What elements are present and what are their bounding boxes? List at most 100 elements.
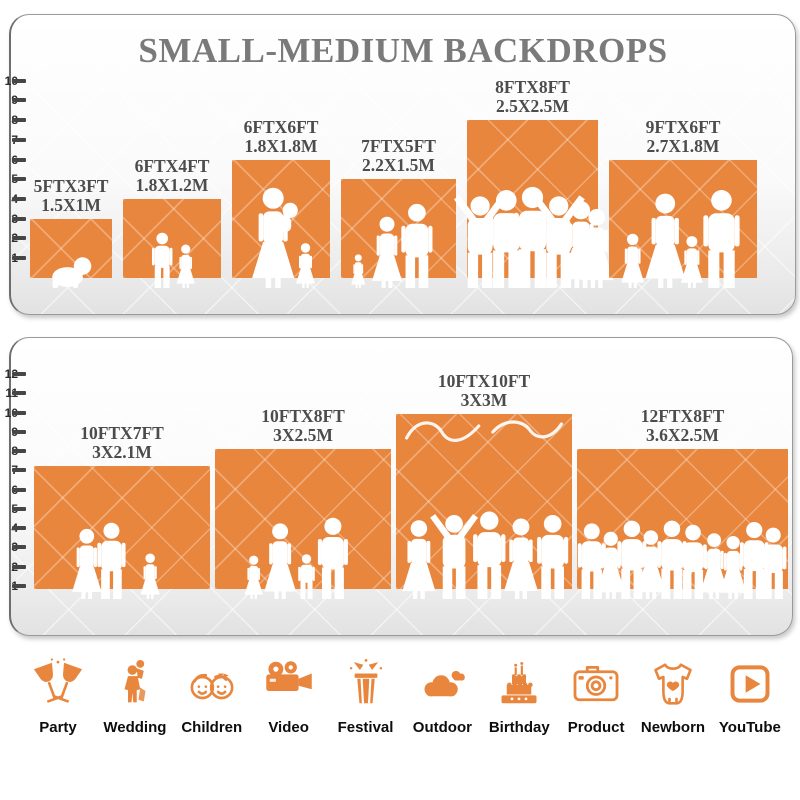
ruler-tick	[12, 256, 26, 260]
backdrop-item: 6FTX4FT 1.8X1.2M	[123, 156, 221, 288]
ruler-tick	[12, 177, 26, 182]
category-item-party: Party	[22, 656, 94, 736]
backdrop-item: 7FTX5FT 2.2X1.5M	[341, 136, 456, 288]
party-icon	[30, 656, 86, 712]
backdrop-item: 9FTX6FT 2.7X1.8M	[609, 117, 757, 288]
ruler-tick	[12, 410, 26, 415]
category-item-birthday: Birthday	[483, 656, 555, 736]
backdrop-size-m: 3X2.1M	[92, 442, 152, 463]
backdrop-size-m: 2.7X1.8M	[646, 136, 720, 157]
category-label: Birthday	[488, 719, 550, 736]
category-label: Wedding	[103, 719, 167, 736]
ruler-tick	[12, 391, 26, 396]
wedding-icon	[107, 656, 163, 712]
backdrop-size-m: 1.8X1.8M	[244, 136, 318, 157]
backdrop-item: 10FTX10FT 3X3M	[396, 371, 572, 599]
backdrop-size-label: 6FTX6FT 1.8X1.8M	[243, 116, 319, 160]
bottom-panel: 123456789101112 10FTX7FT3X2.1M10FTX8FT3X…	[5, 337, 793, 636]
ruler-tick	[12, 526, 26, 531]
decorative-script	[404, 420, 564, 442]
category-item-product: Product	[560, 656, 632, 736]
category-label: YouTube	[718, 719, 781, 736]
category-label: Party	[39, 719, 77, 736]
newborn-icon	[645, 656, 701, 712]
backdrop-size-ft: 5FTX3FT	[33, 175, 109, 196]
backdrop-size-label: 7FTX5FT 2.2X1.5M	[361, 135, 436, 179]
backdrop-item: 12FTX8FT 3.6X2.5M	[577, 406, 788, 599]
ruler-number: 10	[0, 406, 18, 420]
category-item-wedding: Wedding	[99, 656, 171, 736]
category-item-outdoor: Outdoor	[406, 656, 478, 736]
backdrop-item: 5FTX3FT 1.5X1M	[30, 176, 112, 288]
category-label: Festival	[337, 719, 394, 736]
category-label: Newborn	[640, 719, 706, 736]
ruler-tick	[12, 157, 26, 162]
video-icon	[261, 656, 317, 712]
backdrop-size-m: 3.6X2.5M	[646, 425, 719, 446]
top-panel: SMALL-MEDIUM BACKDROPS 12345678910 5FTX3…	[5, 14, 796, 315]
backdrop-size-ft: 6FTX4FT	[134, 155, 210, 176]
backdrop-canvas	[341, 179, 456, 278]
backdrop-size-ft: 10FTX7FT	[80, 422, 164, 443]
ruler-tick	[12, 216, 26, 221]
ruler-tick	[12, 78, 26, 83]
ruler-number: 10	[0, 74, 18, 88]
ruler-tick	[12, 372, 26, 377]
backdrop-size-ft: 6FTX6FT	[243, 116, 319, 137]
ruler-tick	[12, 98, 26, 103]
backdrop-canvas	[467, 120, 598, 278]
product-icon	[568, 656, 624, 712]
ruler-tick	[12, 564, 26, 569]
backdrop-size-label: 5FTX3FT 1.5X1M	[33, 175, 109, 219]
outdoor-icon	[414, 656, 470, 712]
ruler-tick	[12, 545, 26, 550]
backdrop-size-label: 10FTX10FT 3X3M	[437, 370, 531, 414]
youtube-icon	[722, 656, 778, 712]
backdrop-size-m: 2.2X1.5M	[362, 155, 435, 176]
ruler-tick	[12, 468, 26, 473]
backdrop-item: 10FTX7FT 3X2.1M	[34, 423, 210, 599]
backdrop-size-label: 8FTX8FT 2.5X2.5M	[495, 76, 570, 120]
backdrop-item: 8FTX8FT 2.5X2.5M	[453, 77, 614, 288]
ruler-number: 12	[0, 367, 18, 381]
ruler-tick	[12, 137, 26, 142]
category-label: Outdoor	[412, 719, 472, 736]
backdrop-size-ft: 9FTX6FT	[645, 116, 721, 137]
backdrop-size-label: 9FTX6FT 2.7X1.8M	[645, 116, 721, 160]
backdrop-size-label: 10FTX7FT 3X2.1M	[80, 422, 164, 466]
ruler-tick	[12, 429, 26, 434]
backdrop-item: 10FTX8FT 3X2.5M	[215, 406, 391, 599]
backdrop-canvas	[34, 466, 210, 589]
backdrop-size-m: 2.5X2.5M	[496, 96, 569, 117]
category-item-video: Video	[253, 656, 325, 736]
backdrop-size-m: 1.5X1M	[41, 195, 101, 216]
ruler-tick	[12, 584, 26, 588]
category-item-festival: Festival	[330, 656, 402, 736]
backdrop-canvas	[215, 449, 391, 589]
backdrop-size-label: 10FTX8FT 3X2.5M	[261, 405, 345, 449]
backdrop-size-m: 3X3M	[460, 390, 508, 411]
ruler-tick	[12, 449, 26, 454]
ruler-number: 11	[0, 386, 18, 400]
backdrop-size-ft: 8FTX8FT	[495, 76, 570, 97]
backdrop-canvas	[609, 160, 757, 278]
category-bar: Party Wedding Children Video Festival Out…	[0, 656, 800, 736]
backdrop-size-ft: 10FTX10FT	[437, 370, 531, 391]
category-item-children: Children	[176, 656, 248, 736]
backdrop-size-label: 12FTX8FT 3.6X2.5M	[640, 405, 725, 449]
backdrop-size-ft: 7FTX5FT	[361, 135, 436, 156]
backdrop-size-label: 6FTX4FT 1.8X1.2M	[134, 155, 210, 199]
ruler-tick	[12, 118, 26, 123]
backdrop-canvas	[577, 449, 788, 589]
backdrop-size-m: 1.8X1.2M	[135, 175, 209, 196]
page-title: SMALL-MEDIUM BACKDROPS	[138, 31, 668, 70]
category-item-youtube: YouTube	[714, 656, 786, 736]
ruler-tick	[12, 196, 26, 201]
birthday-icon	[491, 656, 547, 712]
children-icon	[184, 656, 240, 712]
backdrop-size-ft: 10FTX8FT	[261, 405, 345, 426]
ruler-tick	[12, 236, 26, 241]
ruler-tick	[12, 487, 26, 492]
backdrop-item: 6FTX6FT 1.8X1.8M	[232, 117, 330, 288]
backdrop-size-ft: 12FTX8FT	[640, 405, 725, 426]
